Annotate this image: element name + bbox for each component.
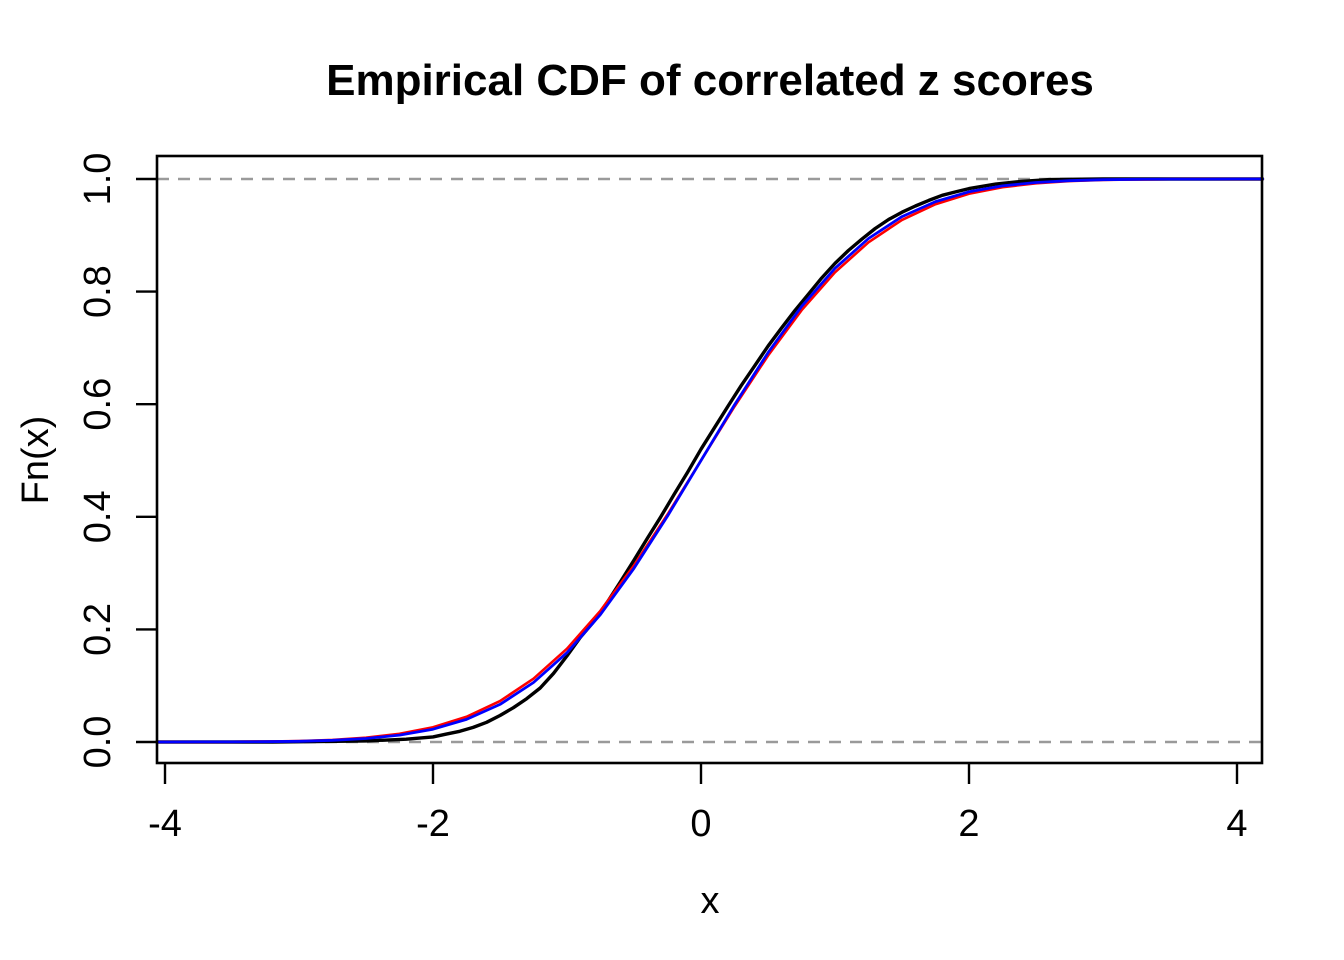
x-tick-label: 2: [958, 803, 979, 845]
y-tick-label: 1.0: [77, 153, 119, 206]
curve-empirical-cdf: [155, 177, 1265, 744]
x-tick-label: 4: [1226, 803, 1247, 845]
plot-area: -4 -2 0 2 4 0.0 0.2 0.4 0.6 0.8 1.0: [77, 153, 1265, 845]
x-tick-label: -2: [416, 803, 450, 845]
x-axis-label: x: [701, 880, 720, 922]
y-tick-label: 0.0: [77, 716, 119, 769]
x-tick-label: 0: [690, 803, 711, 845]
y-axis-label: Fn(x): [15, 416, 57, 505]
curve-normal-cdf-blue: [155, 177, 1264, 744]
y-tick-label: 0.8: [77, 265, 119, 318]
y-tick-label: 0.2: [77, 603, 119, 656]
x-tick-label: -4: [148, 803, 182, 845]
y-tick-label: 0.6: [77, 378, 119, 431]
curve-normal-cdf-red: [155, 177, 1264, 744]
y-tick-label: 0.4: [77, 490, 119, 543]
plot-title: Empirical CDF of correlated z scores: [326, 56, 1094, 105]
plot-box: [155, 154, 1264, 765]
